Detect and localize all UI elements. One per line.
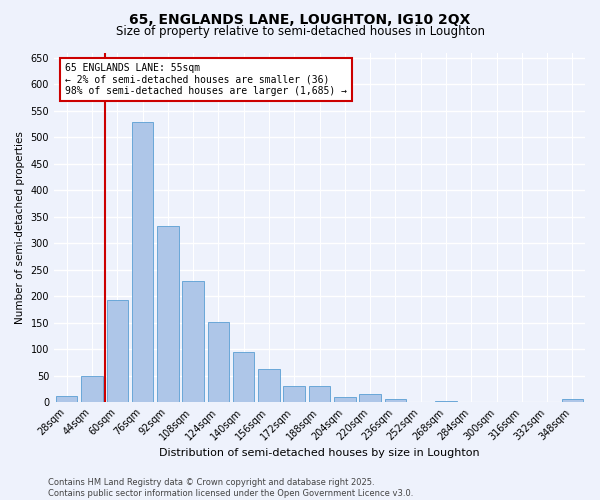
- Bar: [435, 401, 457, 402]
- Bar: [233, 352, 254, 402]
- Bar: [107, 300, 128, 402]
- Text: 65, ENGLANDS LANE, LOUGHTON, IG10 2QX: 65, ENGLANDS LANE, LOUGHTON, IG10 2QX: [130, 12, 470, 26]
- Text: Contains HM Land Registry data © Crown copyright and database right 2025.
Contai: Contains HM Land Registry data © Crown c…: [48, 478, 413, 498]
- Bar: [208, 322, 229, 402]
- Bar: [182, 281, 204, 402]
- Bar: [359, 394, 381, 402]
- Bar: [258, 368, 280, 402]
- Bar: [309, 386, 330, 402]
- Y-axis label: Number of semi-detached properties: Number of semi-detached properties: [15, 131, 25, 324]
- Bar: [157, 226, 179, 402]
- Bar: [132, 122, 153, 402]
- Bar: [81, 376, 103, 402]
- X-axis label: Distribution of semi-detached houses by size in Loughton: Distribution of semi-detached houses by …: [159, 448, 480, 458]
- Bar: [334, 397, 356, 402]
- Text: 65 ENGLANDS LANE: 55sqm
← 2% of semi-detached houses are smaller (36)
98% of sem: 65 ENGLANDS LANE: 55sqm ← 2% of semi-det…: [65, 63, 347, 96]
- Bar: [385, 400, 406, 402]
- Bar: [562, 400, 583, 402]
- Bar: [283, 386, 305, 402]
- Bar: [56, 396, 77, 402]
- Text: Size of property relative to semi-detached houses in Loughton: Size of property relative to semi-detach…: [115, 25, 485, 38]
